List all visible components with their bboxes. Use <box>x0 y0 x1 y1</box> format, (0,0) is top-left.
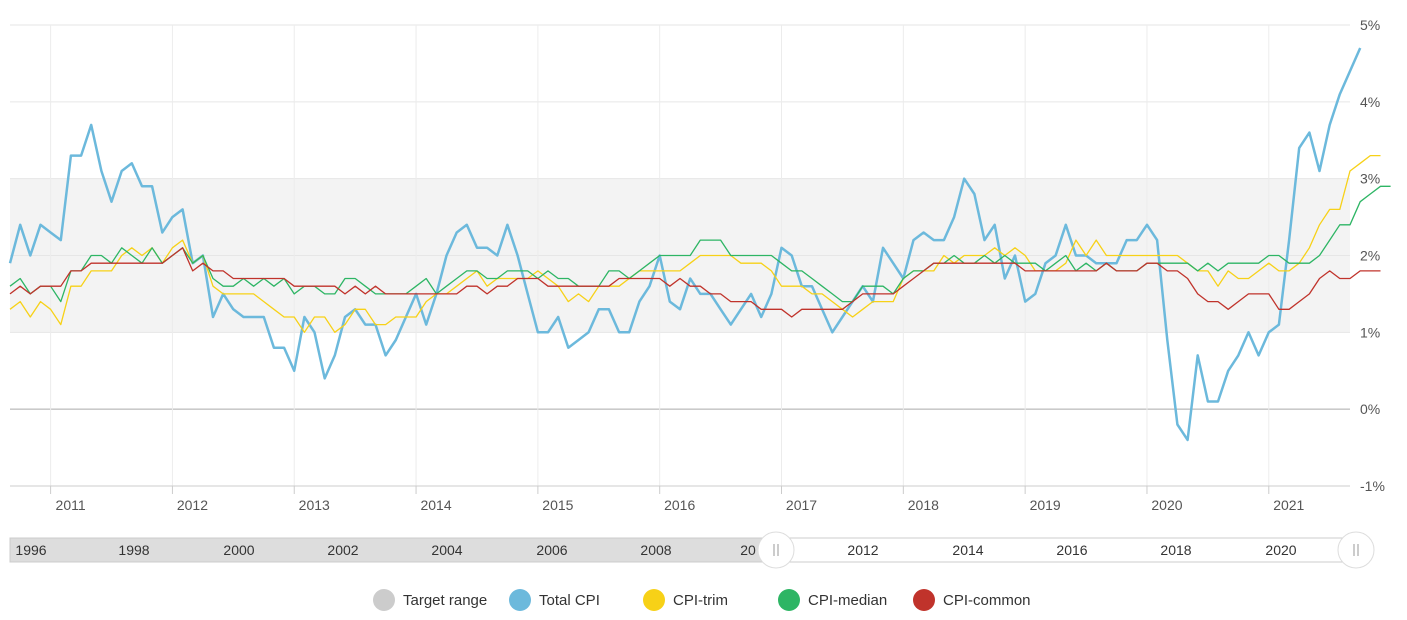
x-tick-label: 2016 <box>664 497 695 513</box>
navigator-handle-right[interactable] <box>1337 531 1375 569</box>
navigator-label: 2020 <box>1265 542 1296 558</box>
y-tick-label: 3% <box>1360 171 1380 187</box>
series-line-cpi-median <box>9 185 1391 303</box>
y-tick-label: 5% <box>1360 17 1380 33</box>
x-tick-label: 2013 <box>299 497 330 513</box>
navigator-label: 2002 <box>327 542 358 558</box>
x-tick-label: 2012 <box>177 497 208 513</box>
x-tick-label: 2015 <box>542 497 573 513</box>
x-tick-label: 2014 <box>420 497 451 513</box>
legend-label: CPI-common <box>943 591 1031 609</box>
legend-label: Total CPI <box>539 591 600 609</box>
legend-item-target-range[interactable]: Target range <box>373 587 487 613</box>
legend-swatch <box>778 589 800 611</box>
navigator-label: 2018 <box>1160 542 1191 558</box>
legend-label: Target range <box>403 591 488 609</box>
navigator-label: 2016 <box>1056 542 1087 558</box>
chart-legend: Target range Total CPI CPI-trim CPI-median C… <box>0 587 1407 613</box>
navigator-label: 2004 <box>431 542 462 558</box>
legend-swatch <box>913 589 935 611</box>
navigator-label: 1996 <box>15 542 46 558</box>
x-tick-label: 2018 <box>908 497 939 513</box>
y-tick-label: 1% <box>1360 324 1380 340</box>
navigator-label: 1998 <box>118 542 149 558</box>
navigator-label: 2000 <box>223 542 254 558</box>
series-line-cpi-trim <box>9 154 1381 333</box>
y-tick-label: 0% <box>1360 401 1380 417</box>
legend-swatch <box>509 589 531 611</box>
y-tick-label: 2% <box>1360 248 1380 264</box>
y-tick-label: -1% <box>1360 478 1385 494</box>
legend-item-cpi-median[interactable]: CPI-median <box>778 587 887 613</box>
x-tick-label: 2021 <box>1273 497 1304 513</box>
legend-label: CPI-median <box>808 591 888 609</box>
x-tick-label: 2017 <box>786 497 817 513</box>
series-line-cpi-common <box>9 247 1381 318</box>
series-line-total-cpi <box>8 47 1362 442</box>
legend-swatch <box>643 589 665 611</box>
x-tick-label: 2020 <box>1151 497 1182 513</box>
chart-canvas: 2011 2012 2013 2014 2015 2016 2017 2018 2019 2020… <box>8 17 1391 569</box>
navigator-label: 2012 <box>847 542 878 558</box>
navigator-handle-left[interactable] <box>757 531 795 569</box>
legend-label: CPI-trim <box>673 591 728 609</box>
navigator-label: 2014 <box>952 542 983 558</box>
legend-item-cpi-trim[interactable]: CPI-trim <box>643 587 728 613</box>
legend-item-total-cpi[interactable]: Total CPI <box>509 587 600 613</box>
navigator-label: 20 <box>740 542 756 558</box>
navigator-label: 2006 <box>536 542 567 558</box>
navigator-label: 2008 <box>640 542 671 558</box>
x-tick-label: 2011 <box>56 497 86 513</box>
legend-item-cpi-common[interactable]: CPI-common <box>913 587 1031 613</box>
y-tick-label: 4% <box>1360 94 1380 110</box>
legend-swatch <box>373 589 395 611</box>
x-tick-label: 2019 <box>1030 497 1061 513</box>
